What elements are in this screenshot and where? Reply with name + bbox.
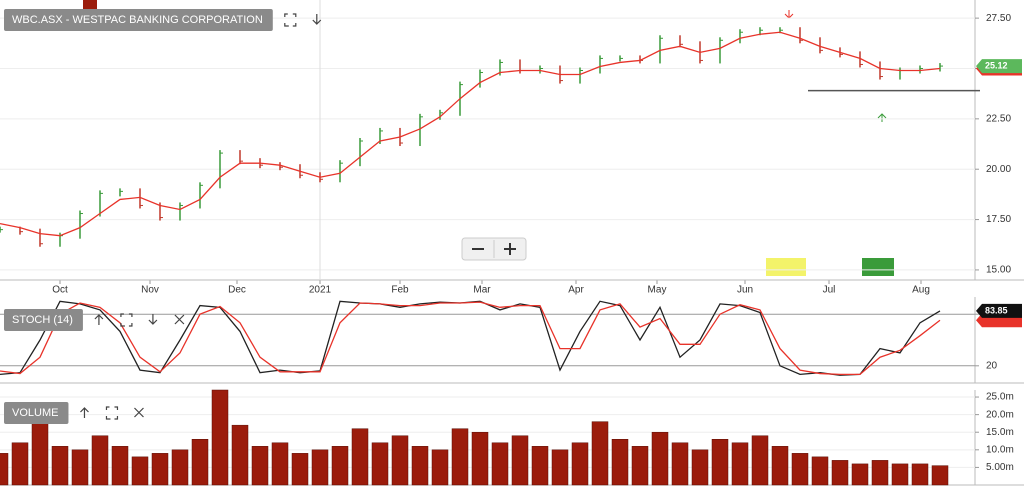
move-down-icon[interactable] <box>148 314 158 325</box>
volume-bar <box>171 449 189 486</box>
y-tick-label: 17.50 <box>986 214 1011 225</box>
y-tick-label: 22.50 <box>986 113 1011 124</box>
volume-bar <box>791 453 809 486</box>
volume-bar <box>931 465 949 486</box>
volume-bar <box>31 421 49 486</box>
volume-bar <box>651 431 669 486</box>
volume-bar <box>91 435 109 486</box>
y-tick-label: 20 <box>986 360 998 371</box>
x-tick-label: Oct <box>52 285 68 296</box>
volume-bar <box>371 442 389 486</box>
volume-bar <box>251 446 269 486</box>
volume-bar <box>831 460 849 486</box>
x-tick-label: Apr <box>568 285 584 296</box>
volume-bar <box>111 446 129 486</box>
volume-bar <box>891 463 909 486</box>
close-icon[interactable] <box>134 407 144 418</box>
volume-bar <box>631 446 649 486</box>
volume-bar <box>491 442 509 486</box>
volume-bar <box>551 449 569 486</box>
volume-bar <box>271 442 289 486</box>
x-tick-label: Mar <box>473 285 491 296</box>
x-tick-label: Feb <box>391 285 409 296</box>
price-tag-label: 83.85 <box>985 305 1008 315</box>
y-tick-label: 27.50 <box>986 13 1011 24</box>
volume-bar <box>571 442 589 486</box>
series-line <box>0 31 941 237</box>
price-tag <box>976 303 1022 318</box>
price-tag-label: 25.12 <box>985 60 1008 70</box>
volume-bar <box>431 449 449 486</box>
volume-bar <box>511 435 529 486</box>
series-line <box>0 301 941 376</box>
volume-bar <box>311 449 329 486</box>
x-tick-label: Nov <box>141 285 159 296</box>
move-up-icon[interactable] <box>94 314 104 325</box>
volume-bar <box>131 456 149 486</box>
volume-bar <box>71 449 89 486</box>
annotation-marker[interactable] <box>766 258 806 276</box>
maximize-icon[interactable] <box>105 406 119 420</box>
panel-title: STOCH (14) <box>12 314 73 326</box>
y-tick-label: 5.00m <box>986 462 1014 473</box>
volume-bar <box>411 446 429 486</box>
volume-bar <box>591 421 609 486</box>
x-tick-label: Jun <box>737 285 753 296</box>
panel-header <box>4 309 83 331</box>
buy-arrow <box>877 113 887 122</box>
y-tick-label: 20.00 <box>986 164 1011 175</box>
volume-bar <box>191 439 209 486</box>
volume-bar <box>51 446 69 486</box>
volume-bar <box>351 428 369 486</box>
move-down-icon[interactable] <box>312 14 322 25</box>
volume-bar <box>471 431 489 486</box>
panel-header <box>4 402 69 424</box>
volume-bar <box>871 460 889 486</box>
zoom-controls[interactable] <box>461 237 527 261</box>
volume-bar <box>451 428 469 486</box>
volume-bar <box>851 463 869 486</box>
volume-bar <box>151 453 169 486</box>
y-tick-label: 10.0m <box>986 444 1014 455</box>
maximize-icon[interactable] <box>120 313 133 327</box>
volume-bar <box>771 446 789 486</box>
volume-bar <box>211 389 229 486</box>
panel-title: VOLUME <box>12 407 58 419</box>
volume-bar <box>331 446 349 486</box>
annotation-marker[interactable] <box>862 258 894 276</box>
volume-bar <box>671 442 689 486</box>
price-tag <box>976 59 1022 74</box>
y-tick-label: 20.0m <box>986 409 1014 420</box>
date-axis <box>0 280 1024 297</box>
y-tick-label: 25.0m <box>986 392 1014 403</box>
y-tick-label: 15.00 <box>986 265 1011 276</box>
maximize-icon[interactable] <box>284 13 297 27</box>
volume-bar <box>391 435 409 486</box>
volume-bar <box>731 442 749 486</box>
volume-bar <box>291 453 309 486</box>
volume-bar <box>0 453 9 486</box>
volume-bar <box>811 456 829 486</box>
close-icon[interactable] <box>174 314 185 325</box>
volume-bar <box>231 424 249 486</box>
volume-bar <box>711 439 729 486</box>
volume-bar <box>611 439 629 486</box>
panel-header <box>4 9 273 31</box>
volume-bar <box>751 435 769 486</box>
volume-bar <box>11 442 29 486</box>
volume-bar <box>911 463 929 486</box>
move-up-icon[interactable] <box>80 407 89 418</box>
panel-title: WBC.ASX - WESTPAC BANKING CORPORATION <box>12 14 263 26</box>
x-tick-label: 2021 <box>309 285 332 296</box>
x-tick-label: Aug <box>912 285 930 296</box>
y-tick-label: 15.0m <box>986 427 1014 438</box>
x-tick-label: May <box>648 285 667 296</box>
volume-bar <box>691 449 709 486</box>
x-tick-label: Jul <box>823 285 836 296</box>
volume-bar <box>531 446 549 486</box>
x-tick-label: Dec <box>228 285 246 296</box>
